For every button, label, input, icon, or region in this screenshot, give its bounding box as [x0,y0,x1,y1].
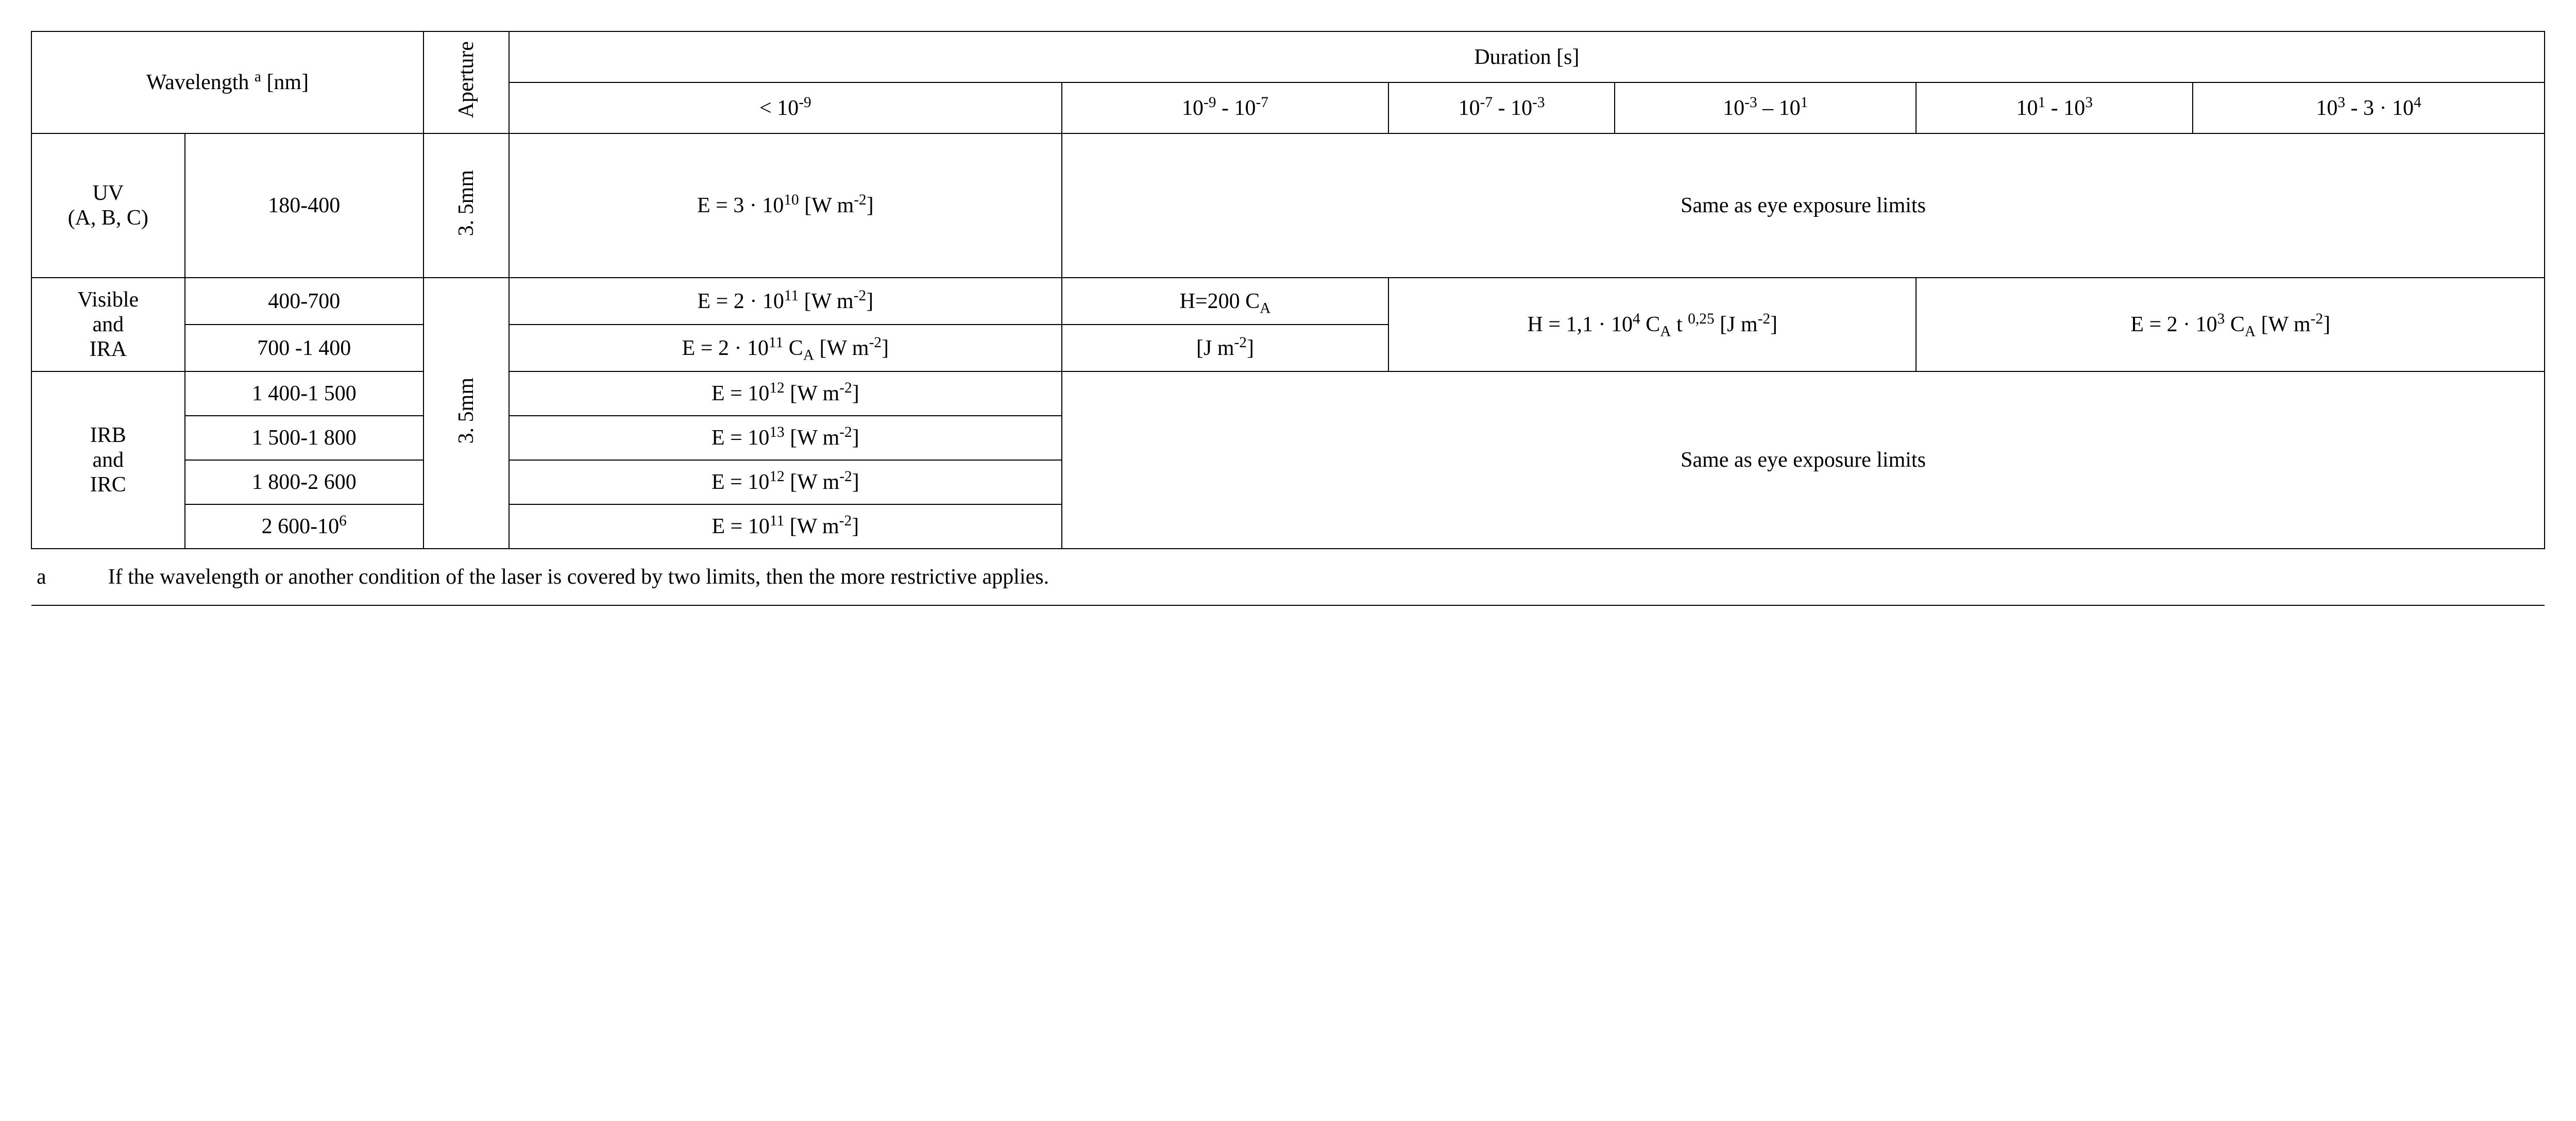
visible-e1: E = 2 · 1011 [W m-2] [509,278,1062,325]
uv-range: 180-400 [185,133,423,278]
header-duration: Duration [s] [509,31,2545,82]
footnote-text: If the wavelength or another condition o… [108,565,1049,589]
irb-label: IRBandIRC [31,371,185,549]
uv-aperture: 3. 5mm [423,133,509,278]
visible-irb-aperture: 3. 5mm [423,278,509,549]
visible-h1: H=200 CA [1062,278,1388,325]
irb-e4: E = 1011 [W m-2] [509,504,1062,549]
irb-range-2: 1 500-1 800 [185,416,423,460]
exposure-limits-table: Wavelength a [nm] Aperture Duration [s] … [31,31,2545,606]
visible-e2: E = 2 · 1011 CA [W m-2] [509,325,1062,371]
irb-range-1: 1 400-1 500 [185,371,423,416]
header-wavelength: Wavelength a [nm] [31,31,423,133]
visible-e3: E = 2 · 103 CA [W m-2] [1916,278,2545,371]
footnote-rule [31,605,2545,606]
visible-range-1: 400-700 [185,278,423,325]
uv-label: UV(A, B, C) [31,133,185,278]
footnote-label: a [37,565,46,589]
visible-label: VisibleandIRA [31,278,185,371]
header-aperture: Aperture [423,31,509,133]
duration-col-4: 10-3 – 101 [1615,82,1916,133]
irb-e1: E = 1012 [W m-2] [509,371,1062,416]
uv-same: Same as eye exposure limits [1062,133,2545,278]
duration-col-5: 101 - 103 [1916,82,2193,133]
duration-col-3: 10-7 - 10-3 [1388,82,1615,133]
visible-h2: H = 1,1 · 104 CA t 0,25 [J m-2] [1388,278,1916,371]
irb-same: Same as eye exposure limits [1062,371,2545,549]
duration-col-6: 103 - 3 · 104 [2193,82,2545,133]
uv-e: E = 3 · 1010 [W m-2] [509,133,1062,278]
irb-e2: E = 1013 [W m-2] [509,416,1062,460]
duration-col-2: 10-9 - 10-7 [1062,82,1388,133]
duration-col-1: < 10-9 [509,82,1062,133]
visible-range-2: 700 -1 400 [185,325,423,371]
irb-range-4: 2 600-106 [185,504,423,549]
visible-h1-unit: [J m-2] [1062,325,1388,371]
footnote: a If the wavelength or another condition… [31,549,2545,605]
irb-range-3: 1 800-2 600 [185,460,423,504]
irb-e3: E = 1012 [W m-2] [509,460,1062,504]
